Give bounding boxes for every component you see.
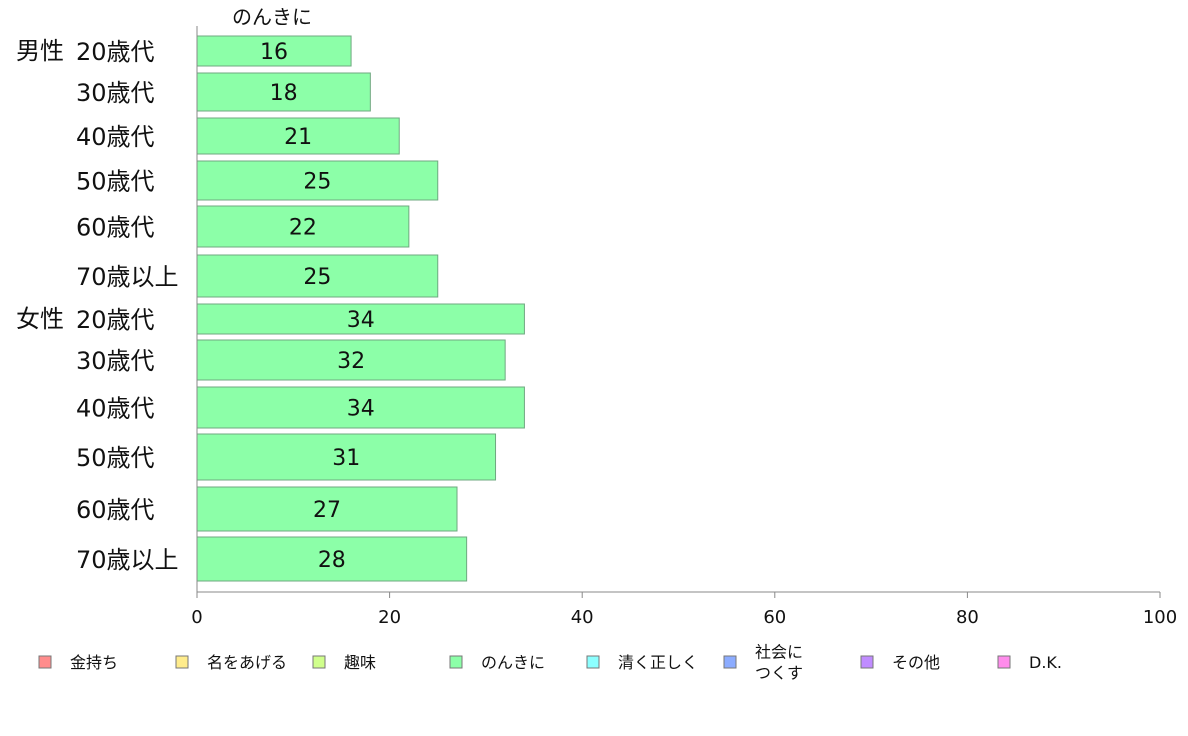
category-label: 70歳以上: [76, 263, 179, 291]
legend-swatch: [723, 655, 737, 669]
category-label: 40歳代: [76, 123, 155, 151]
bar: [196, 486, 458, 532]
legend-label: つくす: [755, 664, 803, 683]
value-label: 22: [289, 216, 317, 241]
value-label: 28: [318, 548, 346, 573]
value-label: 18: [270, 81, 298, 106]
bar: [196, 160, 439, 201]
value-label: 16: [260, 40, 288, 65]
category-label: 60歳代: [76, 496, 155, 524]
group-label: 女性: [16, 305, 64, 333]
category-label: 40歳代: [76, 395, 155, 423]
bar: [196, 433, 497, 481]
value-label: 34: [347, 308, 375, 333]
legend-swatch: [860, 655, 874, 669]
category-label: 20歳代: [76, 38, 155, 66]
value-label: 21: [284, 125, 312, 150]
x-axis: 0 20 40 60 80 100: [191, 26, 1177, 628]
x-tick-label: 60: [763, 607, 786, 628]
x-tick-label: 80: [956, 607, 979, 628]
category-label: 50歳代: [76, 444, 155, 472]
legend-swatch: [38, 655, 52, 669]
x-tick-label: 20: [378, 607, 401, 628]
legend-swatch: [312, 655, 326, 669]
legend-swatch: [586, 655, 600, 669]
category-label: 50歳代: [76, 168, 155, 196]
bar: [196, 254, 439, 298]
legend-label: のんきに: [481, 653, 545, 672]
bar-group: 男性 20歳代 16 30歳代 18 40歳代 21 50歳代 25 60歳代 22 70歳以上 25 女…: [16, 35, 525, 582]
bar: [196, 72, 371, 112]
legend-label: 清く正しく: [618, 653, 698, 672]
value-label: 25: [303, 170, 331, 195]
bar: [196, 205, 410, 248]
legend-label: その他: [892, 653, 940, 672]
legend-label: 趣味: [344, 653, 376, 672]
bar: [196, 303, 525, 335]
x-tick-label: 40: [571, 607, 594, 628]
category-label: 60歳代: [76, 214, 155, 242]
category-label: 30歳代: [76, 347, 155, 375]
legend-label: 名をあげる: [207, 653, 287, 672]
value-label: 31: [332, 446, 360, 471]
bar: [196, 35, 352, 67]
value-label: 34: [347, 397, 375, 422]
legend-swatch: [175, 655, 189, 669]
value-label: 32: [337, 349, 365, 374]
value-label: 27: [313, 498, 341, 523]
legend-label: D.K.: [1029, 653, 1062, 672]
x-tick-label: 0: [191, 607, 202, 628]
legend-swatch: [997, 655, 1011, 669]
legend-label: 社会に: [755, 643, 803, 662]
bar: [196, 117, 400, 155]
value-label: 25: [303, 265, 331, 290]
category-label: 30歳代: [76, 79, 155, 107]
legend-swatch: [449, 655, 463, 669]
x-tick-label: 100: [1143, 607, 1177, 628]
legend-label: 金持ち: [70, 653, 118, 672]
category-label: 20歳代: [76, 306, 155, 334]
bar: [196, 536, 468, 582]
group-label: 男性: [16, 37, 64, 65]
category-label: 70歳以上: [76, 546, 179, 574]
series-title: のんきに: [232, 5, 312, 29]
